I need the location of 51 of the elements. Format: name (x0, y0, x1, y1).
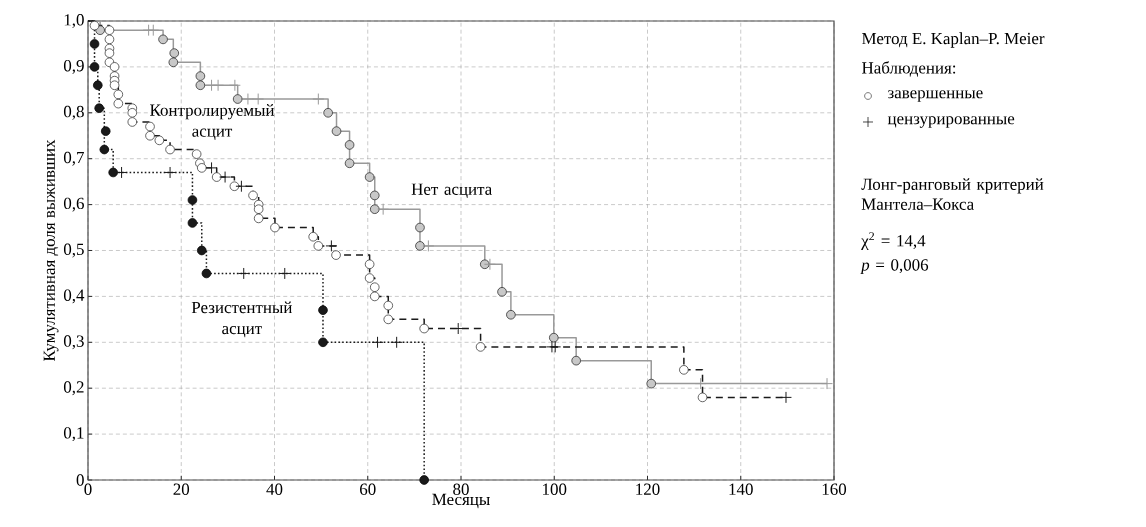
point (219, 171, 232, 184)
y-tick-label: 0,6 (63, 197, 84, 212)
point (205, 161, 218, 174)
point (780, 391, 792, 404)
legend-label: завершенные (888, 90, 983, 102)
point (422, 239, 435, 252)
point (483, 258, 496, 271)
legend-label: цензурированные (887, 116, 1015, 128)
x-tick-label: 120 (636, 483, 660, 495)
x-tick-label: 60 (360, 483, 376, 495)
point (312, 93, 325, 105)
series-label: Контролируемый асцит (150, 104, 275, 140)
x-tick-label: 20 (173, 483, 190, 495)
text: χ$^{2}$ = 14,4 (861, 232, 926, 250)
point (694, 377, 707, 390)
point (237, 267, 250, 280)
point (549, 340, 562, 353)
y-tick-label: 0,8 (63, 105, 84, 120)
x-axis-title: Месяцы (432, 493, 490, 509)
point (325, 239, 338, 252)
point (278, 267, 291, 280)
y-tick-label: 0,1 (63, 427, 84, 442)
point (252, 93, 265, 105)
text: p = 0,006 (860, 259, 929, 275)
legend-title: Наблюдения: (862, 61, 956, 77)
point (212, 79, 225, 92)
series-label: Нет асцита (411, 183, 492, 199)
point (390, 336, 403, 349)
x-tick-label: 0 (84, 483, 92, 495)
y-tick-label: 1,0 (64, 14, 84, 28)
y-tick-label: 0,4 (63, 289, 85, 304)
point (235, 180, 248, 193)
y-tick-label: 0 (76, 474, 84, 486)
y-tick-label: 0,2 (63, 381, 84, 396)
point (371, 336, 384, 349)
x-tick-label: 100 (543, 483, 567, 495)
y-tick-label: 0,7 (63, 151, 84, 166)
series-label: Резистентный асцит (191, 301, 293, 338)
x-tick-label: 160 (822, 483, 847, 495)
x-tick-label: 80 (453, 483, 469, 495)
point (821, 377, 833, 390)
y-axis-title: Кумулятивная доля выживших (43, 139, 59, 362)
point (228, 79, 241, 92)
text: Лонг-ранговый критерий Мантела–Кокса (861, 178, 1044, 210)
y-tick-label: 0,5 (63, 243, 84, 258)
y-tick-label: 0,3 (63, 335, 84, 350)
x-tick-label: 40 (266, 483, 283, 495)
y-tick-label: 0,9 (63, 59, 84, 74)
x-tick-label: 140 (729, 483, 753, 495)
text: Метод E. Kaplan–P. Meier (862, 32, 1045, 48)
point (377, 203, 390, 216)
